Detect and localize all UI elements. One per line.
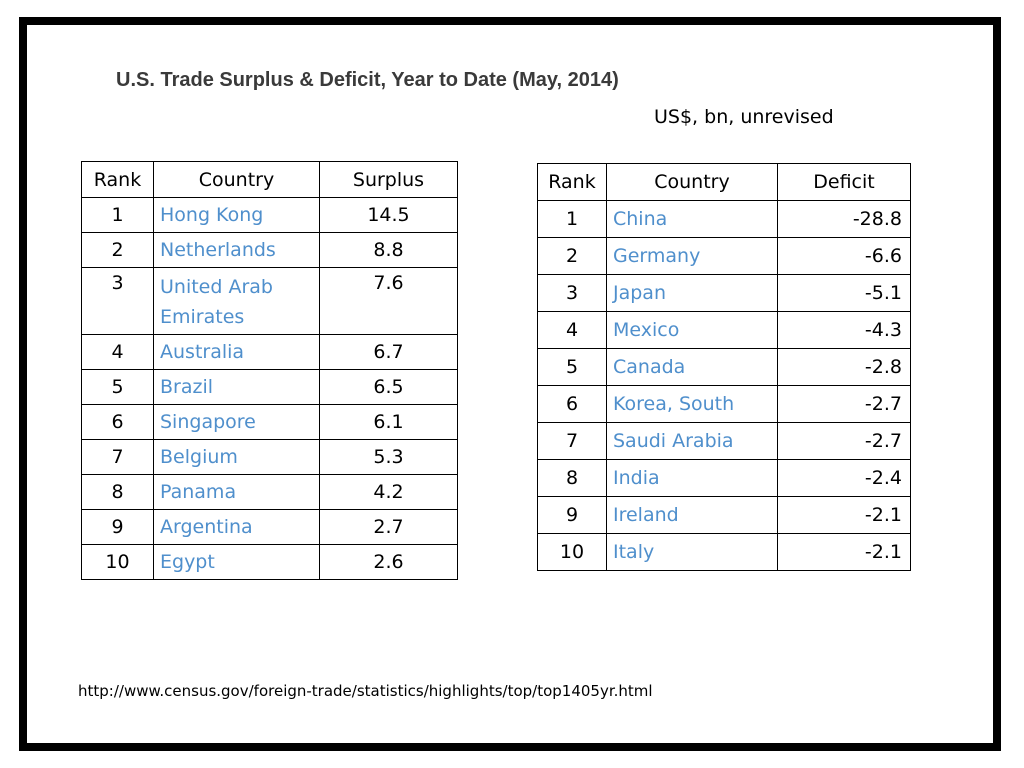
country-link[interactable]: Belgium [153,439,320,475]
country-link[interactable]: Egypt [153,544,320,580]
table-row: 9 Ireland -2.1 [537,496,911,534]
table-row: 9 Argentina 2.7 [81,509,458,545]
surplus-value: 6.5 [319,369,458,405]
table-row: 7 Saudi Arabia -2.7 [537,422,911,460]
country-link[interactable]: Japan [606,274,778,312]
country-link[interactable]: Panama [153,474,320,510]
deficit-value: -2.8 [777,348,911,386]
rank-cell: 9 [537,496,607,534]
rank-cell: 9 [81,509,154,545]
deficit-value: -28.8 [777,200,911,238]
table-row: 1 Hong Kong 14.5 [81,197,458,233]
surplus-value: 14.5 [319,197,458,233]
table-row: 7 Belgium 5.3 [81,439,458,475]
rank-cell: 3 [81,267,154,335]
deficit-value: -6.6 [777,237,911,275]
surplus-value: 7.6 [319,267,458,335]
table-row: 6 Korea, South -2.7 [537,385,911,423]
rank-cell: 1 [81,197,154,233]
table-header-row: Rank Country Surplus [81,161,458,198]
deficit-value: -2.7 [777,422,911,460]
rank-cell: 5 [81,369,154,405]
table-row: 10 Italy -2.1 [537,533,911,571]
rank-cell: 4 [537,311,607,349]
table-row: 3 Japan -5.1 [537,274,911,312]
country-link[interactable]: Saudi Arabia [606,422,778,460]
table-header-row: Rank Country Deficit [537,163,911,201]
surplus-value: 5.3 [319,439,458,475]
country-link[interactable]: United Arab Emirates [153,267,320,335]
surplus-value: 4.2 [319,474,458,510]
rank-cell: 5 [537,348,607,386]
surplus-value: 6.7 [319,334,458,370]
country-link[interactable]: China [606,200,778,238]
surplus-value: 6.1 [319,404,458,440]
rank-cell: 10 [81,544,154,580]
deficit-value: -2.1 [777,533,911,571]
country-link[interactable]: Korea, South [606,385,778,423]
header-surplus: Surplus [319,161,458,198]
country-link[interactable]: Brazil [153,369,320,405]
slide-subtitle: US$, bn, unrevised [654,106,834,128]
table-row: 2 Netherlands 8.8 [81,232,458,268]
deficit-value: -2.1 [777,496,911,534]
table-row: 3 United Arab Emirates 7.6 [81,267,458,335]
country-link[interactable]: Mexico [606,311,778,349]
rank-cell: 8 [537,459,607,497]
header-deficit: Deficit [777,163,911,201]
surplus-value: 8.8 [319,232,458,268]
deficit-value: -5.1 [777,274,911,312]
country-link[interactable]: Singapore [153,404,320,440]
rank-cell: 2 [81,232,154,268]
country-link[interactable]: Ireland [606,496,778,534]
country-link[interactable]: Hong Kong [153,197,320,233]
deficit-value: -2.7 [777,385,911,423]
table-row: 6 Singapore 6.1 [81,404,458,440]
table-row: 8 Panama 4.2 [81,474,458,510]
table-row: 8 India -2.4 [537,459,911,497]
rank-cell: 6 [81,404,154,440]
country-link[interactable]: Germany [606,237,778,275]
country-link[interactable]: Canada [606,348,778,386]
country-link[interactable]: Australia [153,334,320,370]
rank-cell: 2 [537,237,607,275]
table-row: 4 Mexico -4.3 [537,311,911,349]
deficit-value: -2.4 [777,459,911,497]
header-rank: Rank [537,163,607,201]
rank-cell: 1 [537,200,607,238]
country-link[interactable]: Netherlands [153,232,320,268]
table-row: 4 Australia 6.7 [81,334,458,370]
source-link[interactable]: http://www.census.gov/foreign-trade/stat… [78,682,653,700]
rank-cell: 10 [537,533,607,571]
table-row: 5 Canada -2.8 [537,348,911,386]
rank-cell: 8 [81,474,154,510]
deficit-table: Rank Country Deficit 1 China -28.8 2 Ger… [537,163,911,571]
header-country: Country [153,161,320,198]
rank-cell: 3 [537,274,607,312]
header-country: Country [606,163,778,201]
deficit-value: -4.3 [777,311,911,349]
country-link[interactable]: Italy [606,533,778,571]
rank-cell: 4 [81,334,154,370]
rank-cell: 7 [81,439,154,475]
slide-title: U.S. Trade Surplus & Deficit, Year to Da… [116,69,619,91]
surplus-value: 2.6 [319,544,458,580]
table-row: 10 Egypt 2.6 [81,544,458,580]
header-rank: Rank [81,161,154,198]
surplus-table: Rank Country Surplus 1 Hong Kong 14.5 2 … [81,161,458,580]
rank-cell: 6 [537,385,607,423]
table-row: 5 Brazil 6.5 [81,369,458,405]
surplus-value: 2.7 [319,509,458,545]
rank-cell: 7 [537,422,607,460]
country-link[interactable]: Argentina [153,509,320,545]
table-row: 2 Germany -6.6 [537,237,911,275]
country-link[interactable]: India [606,459,778,497]
table-row: 1 China -28.8 [537,200,911,238]
